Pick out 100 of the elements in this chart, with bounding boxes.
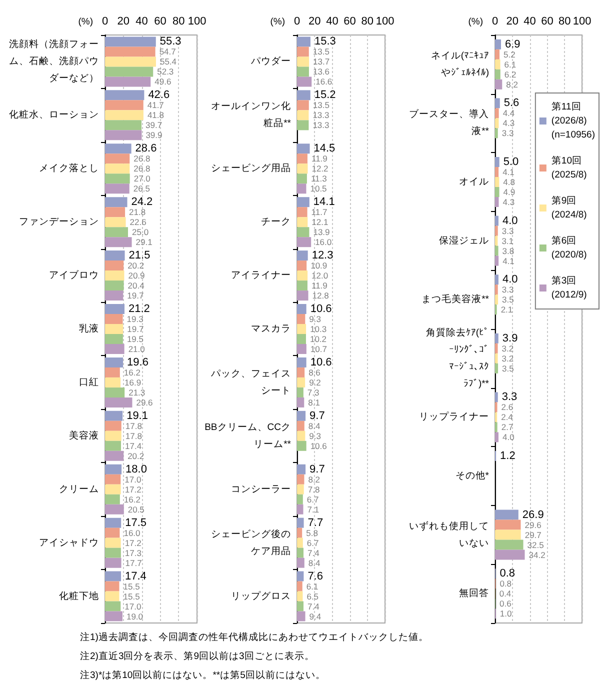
bar <box>297 387 304 398</box>
y-tick-label: メイク落とし <box>39 162 99 174</box>
bar <box>105 538 121 548</box>
bar <box>105 154 130 164</box>
data-label: 2.1 <box>500 304 513 315</box>
data-label: 9.7 <box>310 463 325 476</box>
bar <box>297 184 306 194</box>
x-axis-title: (%) <box>270 16 285 28</box>
data-label: 9.2 <box>309 377 322 388</box>
bar <box>105 174 130 184</box>
bar <box>495 39 502 50</box>
data-label: 12.1 <box>312 217 328 228</box>
bar <box>105 36 156 47</box>
bar <box>297 410 306 421</box>
bar <box>105 387 125 398</box>
bar <box>297 484 304 494</box>
data-label: 9.4 <box>309 611 322 622</box>
data-label: 11.9 <box>311 154 328 164</box>
bar <box>297 164 308 174</box>
data-label: 16.6 <box>316 76 332 87</box>
data-label: 12.3 <box>312 250 334 262</box>
y-tick-label: 乳液 <box>79 322 99 334</box>
x-tick-label: 40 <box>136 16 148 28</box>
bar <box>495 157 500 167</box>
y-tick-label: シェービング用品 <box>211 163 291 174</box>
bar <box>495 520 521 530</box>
bar <box>297 430 306 441</box>
data-label: 19.6 <box>127 356 148 368</box>
data-label: 8.1 <box>308 397 320 408</box>
bar <box>495 128 498 138</box>
data-label: 1.0 <box>500 608 512 619</box>
data-label: 20.9 <box>128 270 146 281</box>
bar <box>105 290 124 301</box>
bar <box>105 227 128 238</box>
data-label: 12.0 <box>312 270 328 281</box>
data-label: 9.7 <box>310 410 325 422</box>
bar <box>105 324 124 334</box>
bar <box>105 197 128 208</box>
y-tick-label: オイル <box>459 176 489 188</box>
data-label: 0.6 <box>500 598 512 609</box>
data-label: 2.4 <box>501 412 514 422</box>
data-label: 7.4 <box>308 601 320 612</box>
bar <box>495 294 498 305</box>
legend-label: 第10回 (2025/8) <box>551 154 587 180</box>
data-label: 2.6 <box>501 402 514 412</box>
data-label: 9.3 <box>309 430 322 441</box>
data-label: 12.2 <box>312 164 329 174</box>
data-label: 4.4 <box>502 108 515 118</box>
bar <box>105 571 122 582</box>
data-label: 16.0 <box>315 237 332 248</box>
bar <box>297 324 306 334</box>
bar <box>297 36 310 47</box>
data-label: 7.1 <box>307 504 320 514</box>
data-label: 3.2 <box>502 343 514 354</box>
data-label: 4.9 <box>503 187 516 197</box>
data-label: 54.7 <box>159 46 176 57</box>
data-label: 7.6 <box>308 570 323 582</box>
data-label: 25.0 <box>132 227 149 238</box>
bar <box>495 216 498 226</box>
data-label: 2.7 <box>501 422 514 432</box>
data-label: 17.8 <box>125 430 142 441</box>
bar <box>105 280 124 291</box>
data-label: 3.3 <box>502 128 514 138</box>
x-tick-label: 20 <box>506 16 519 28</box>
bar <box>105 314 123 324</box>
data-label: 14.1 <box>313 196 335 208</box>
bar <box>297 474 304 484</box>
data-label: 17.2 <box>124 538 142 548</box>
bar <box>105 270 124 281</box>
data-label: 6.1 <box>306 581 318 592</box>
bar <box>495 236 498 246</box>
bar <box>297 174 307 184</box>
bar <box>105 591 120 602</box>
bar <box>297 56 310 67</box>
bar <box>297 120 309 130</box>
legend-label: 第3回 (2012/9) <box>551 274 587 300</box>
y-tick-label: クリーム <box>59 484 99 495</box>
data-label: 21.2 <box>128 303 150 315</box>
text: 注3)*は第10回以前にはない。**は第5回以前にはない。 <box>80 669 326 683</box>
legend-label: 第6回 (2020/8) <box>551 234 587 260</box>
bar <box>105 164 130 174</box>
data-label: 9.3 <box>309 314 322 324</box>
bar <box>495 333 498 344</box>
data-label: 15.5 <box>123 581 140 592</box>
data-label: 7.8 <box>308 484 320 494</box>
data-label: 0.8 <box>500 568 515 580</box>
data-label: 14.5 <box>314 142 336 155</box>
data-label: 20.5 <box>128 504 145 514</box>
text: 注2)直近3回分を表示、第9回以前は3回ごとに表示。 <box>80 650 316 664</box>
data-label: 5.6 <box>504 97 520 110</box>
bar <box>297 100 309 110</box>
bar <box>105 260 124 271</box>
x-tick-label: 0 <box>492 16 498 28</box>
data-label: 42.6 <box>148 89 170 102</box>
bar <box>105 344 124 354</box>
x-tick-label: 60 <box>541 16 554 28</box>
data-label: 3.1 <box>502 236 514 246</box>
bar <box>495 79 502 90</box>
y-tick-label: シェービング後のケア用品 <box>211 528 291 557</box>
data-label: 4.8 <box>503 177 516 187</box>
